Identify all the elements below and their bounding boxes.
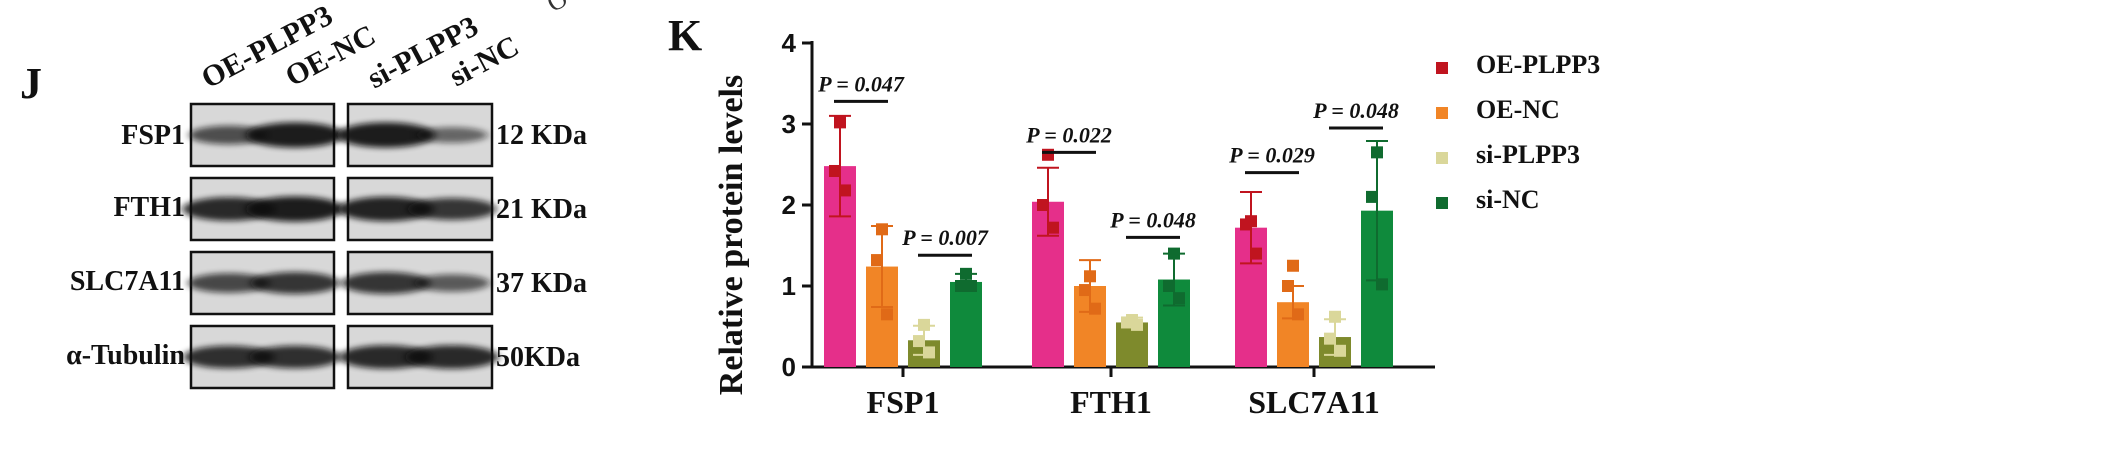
protein-band (337, 122, 435, 148)
protein-band (405, 345, 499, 369)
y-tick-label: 3 (782, 109, 796, 139)
protein-band (250, 272, 340, 294)
data-point (1250, 247, 1262, 260)
legend-swatch-oe-nc (1436, 107, 1448, 119)
data-point (1163, 280, 1175, 292)
legend-label-si-nc: si-NC (1476, 185, 1540, 214)
y-tick-label: 4 (782, 28, 797, 58)
data-point (839, 184, 851, 197)
data-point (1366, 190, 1378, 203)
data-point (1131, 318, 1143, 331)
p-value-label: P = 0.022 (1025, 122, 1112, 147)
legend-label-oe-nc: OE-NC (1476, 95, 1560, 124)
data-point (913, 335, 925, 348)
legend-swatch-oe-plpp3 (1436, 62, 1448, 74)
data-point (1287, 259, 1299, 272)
protein-band (407, 198, 497, 220)
p-value-label: P = 0.029 (1228, 143, 1315, 168)
protein-band (188, 125, 270, 145)
data-point (918, 318, 930, 331)
data-point (1240, 218, 1252, 231)
protein-band (187, 273, 271, 293)
p-value-label: P = 0.048 (1109, 207, 1196, 232)
data-point (881, 308, 893, 321)
protein-band (339, 345, 433, 369)
kda-label-alpha-tubulin: 50KDa (496, 342, 580, 373)
data-point (965, 280, 977, 292)
row-label-slc7a11: SLC7A11 (69, 266, 185, 297)
data-point (829, 164, 841, 177)
kda-label-fth1: 21 KDa (496, 194, 587, 225)
protein-band (246, 196, 344, 222)
panel-j-label: J (20, 59, 42, 108)
y-tick-label: 0 (782, 352, 796, 382)
x-tick-label-slc7a11: SLC7A11 (1248, 384, 1380, 420)
data-point (1371, 146, 1383, 159)
data-point (1042, 148, 1054, 161)
kda-label-slc7a11: 37 KDa (496, 268, 587, 299)
protein-band (416, 127, 488, 143)
data-point (876, 223, 888, 236)
data-point (1334, 344, 1346, 357)
data-point (1329, 310, 1341, 323)
protein-band (183, 345, 275, 369)
data-point (871, 254, 883, 267)
data-point (1173, 292, 1185, 305)
data-point (1292, 308, 1304, 321)
data-point (1084, 270, 1096, 283)
data-point (955, 280, 967, 292)
data-point (1121, 316, 1133, 329)
p-value-label: P = 0.007 (901, 225, 989, 250)
row-label-alpha-tubulin: α-Tubulin (66, 340, 185, 371)
legend-label-oe-plpp3: OE-PLPP3 (1476, 50, 1601, 79)
protein-band (414, 274, 490, 292)
protein-band (249, 345, 341, 369)
kda-label-fsp1: 12 KDa (496, 120, 587, 151)
data-point (1324, 332, 1336, 345)
bar-chart: 0 1 2 3 4 FSP1 FTH1 SLC7A11 P = 0.047 P = 0.007 P… (713, 28, 1435, 420)
legend-swatch-si-nc (1436, 197, 1448, 209)
data-point (1168, 247, 1180, 260)
panel-k-label: K (668, 11, 703, 60)
x-tick-label-fsp1: FSP1 (867, 384, 940, 420)
data-point (1047, 221, 1059, 234)
y-tick-label: 1 (782, 271, 796, 301)
data-point (834, 116, 846, 129)
data-point (960, 267, 972, 280)
bar-si-nc-fsp1 (950, 281, 982, 367)
blot-image (182, 102, 499, 390)
data-point (1282, 280, 1294, 292)
y-axis-label: Relative protein levels (713, 75, 750, 395)
row-label-fsp1: FSP1 (121, 120, 185, 151)
protein-band (341, 272, 431, 294)
protein-band (246, 122, 344, 148)
data-point (923, 346, 935, 359)
p-value-label: P = 0.048 (1312, 98, 1399, 123)
x-tick-label-fth1: FTH1 (1070, 384, 1152, 420)
data-point (1089, 302, 1101, 315)
data-point (1376, 278, 1388, 291)
data-point (1037, 199, 1049, 211)
row-label-fth1: FTH1 (113, 192, 185, 223)
p-value-label: P = 0.047 (817, 71, 905, 96)
y-tick-label: 2 (782, 190, 796, 220)
protein-band (338, 196, 434, 222)
data-point (1079, 284, 1091, 297)
legend-label-si-plpp3: si-PLPP3 (1476, 140, 1580, 169)
legend-swatch-si-plpp3 (1436, 152, 1448, 164)
